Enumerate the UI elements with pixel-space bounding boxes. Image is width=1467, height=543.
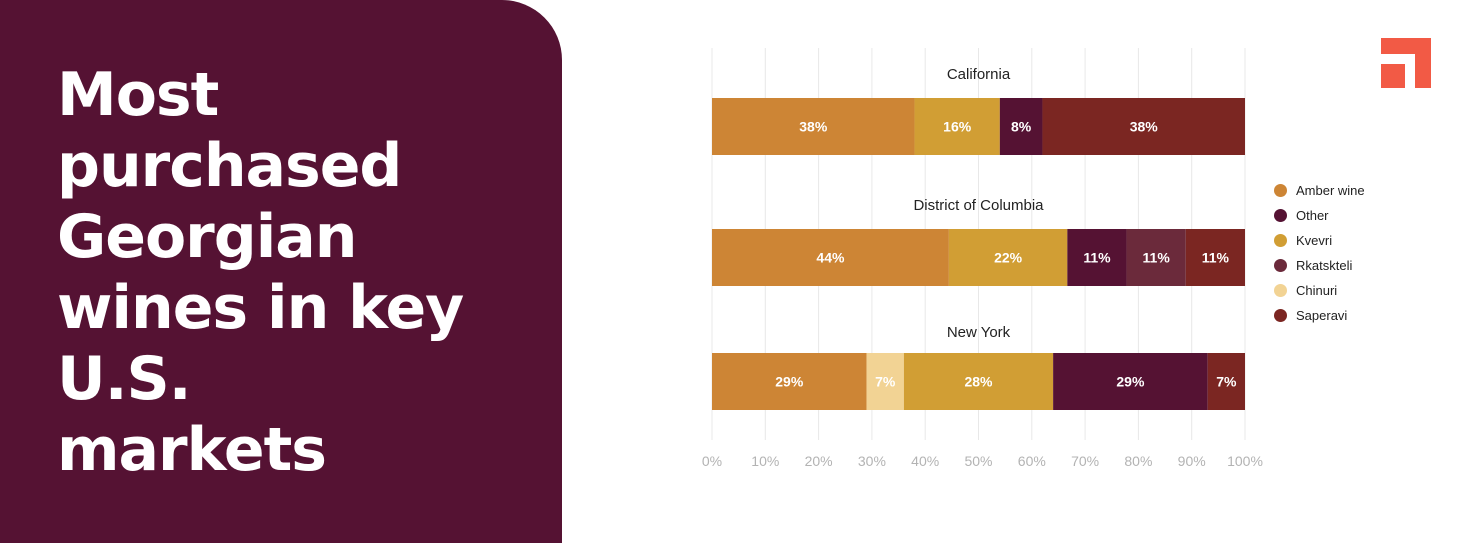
data-label: 11% (1202, 250, 1230, 266)
legend-item: Other (1274, 203, 1365, 228)
data-label: 7% (875, 374, 896, 390)
legend-swatch (1274, 259, 1287, 272)
x-tick-label: 100% (1227, 453, 1263, 469)
x-tick-label: 70% (1071, 453, 1099, 469)
legend-label: Rkatskteli (1296, 258, 1353, 273)
bar-segment (866, 353, 904, 410)
legend-label: Other (1296, 208, 1329, 223)
legend-swatch (1274, 309, 1287, 322)
data-label: 38% (1130, 119, 1159, 135)
bar-segment (712, 353, 867, 410)
bar-segment (1042, 98, 1245, 155)
x-tick-label: 80% (1124, 453, 1152, 469)
data-label: 28% (964, 374, 993, 390)
x-tick-label: 60% (1018, 453, 1046, 469)
brand-logo-icon (1381, 38, 1431, 88)
bar-segment (999, 98, 1043, 155)
legend-label: Kvevri (1296, 233, 1333, 248)
page-title: Most purchased Georgian wines in key U.S… (57, 60, 464, 485)
bar-category-label: District of Columbia (913, 197, 1044, 214)
data-label: 29% (775, 374, 804, 390)
legend-label: Amber wine (1296, 183, 1365, 198)
data-label: 8% (1011, 119, 1032, 135)
data-label: 22% (994, 250, 1023, 266)
bar-segment (1207, 353, 1245, 410)
x-tick-label: 90% (1178, 453, 1206, 469)
x-tick-label: 50% (964, 453, 992, 469)
data-label: 11% (1143, 250, 1171, 266)
bar-segment (914, 98, 1000, 155)
x-tick-label: 20% (805, 453, 833, 469)
title-panel: Most purchased Georgian wines in key U.S… (0, 0, 562, 543)
chart-legend: Amber wine Other Kvevri Rkatskteli Chinuri Sa… (1274, 178, 1365, 328)
legend-swatch (1274, 184, 1287, 197)
legend-item: Kvevri (1274, 228, 1365, 253)
x-tick-label: 10% (751, 453, 779, 469)
legend-swatch (1274, 209, 1287, 222)
data-label: 16% (943, 119, 972, 135)
bar-segment (1185, 229, 1245, 286)
data-label: 38% (799, 119, 828, 135)
bar-category-label: New York (947, 324, 1011, 341)
bar-segment (712, 98, 915, 155)
legend-item: Saperavi (1274, 303, 1365, 328)
legend-swatch (1274, 234, 1287, 247)
bar-segment (1126, 229, 1186, 286)
bar-segment (903, 353, 1054, 410)
x-tick-label: 0% (702, 453, 722, 469)
legend-item: Amber wine (1274, 178, 1365, 203)
data-label: 7% (1216, 374, 1237, 390)
bar-segment (1053, 353, 1208, 410)
legend-item: Rkatskteli (1274, 253, 1365, 278)
bar-segment (948, 229, 1068, 286)
data-label: 11% (1083, 250, 1111, 266)
bar-segment (712, 229, 949, 286)
data-label: 44% (816, 250, 845, 266)
x-tick-label: 40% (911, 453, 939, 469)
bar-category-label: California (947, 66, 1011, 83)
x-tick-label: 30% (858, 453, 886, 469)
legend-item: Chinuri (1274, 278, 1365, 303)
legend-label: Chinuri (1296, 283, 1338, 298)
data-label: 29% (1116, 374, 1145, 390)
legend-swatch (1274, 284, 1287, 297)
legend-label: Saperavi (1296, 308, 1348, 323)
bar-segment (1067, 229, 1127, 286)
